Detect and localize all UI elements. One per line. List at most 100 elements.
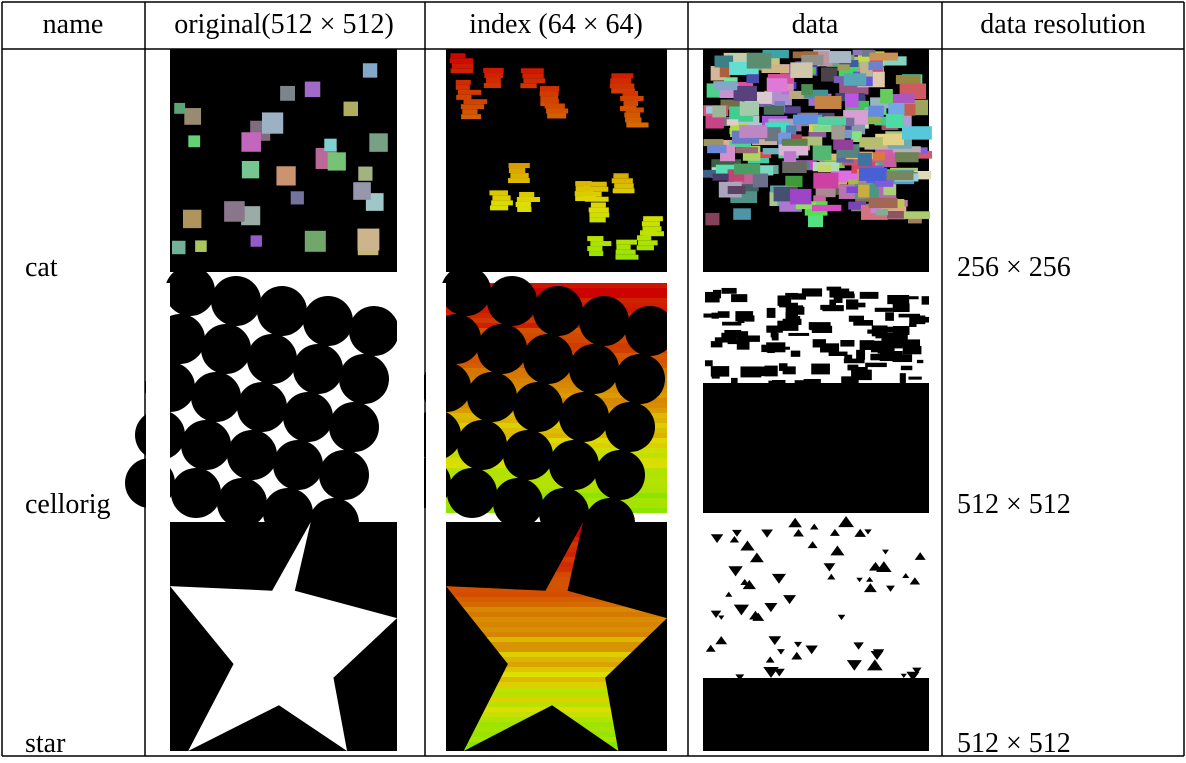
data-patch [767, 78, 787, 91]
row-resolution: 512 × 512 [957, 728, 1071, 758]
data-patch [766, 326, 783, 333]
cover [146, 283, 170, 513]
data-patch [876, 209, 888, 215]
data-patch [739, 125, 767, 138]
cat-patch [183, 210, 201, 228]
cat-patch [251, 235, 262, 246]
data-patch [766, 342, 785, 352]
cell-blob [263, 488, 313, 538]
data-patch [790, 189, 812, 204]
cell-blob [257, 286, 307, 336]
index-bar [517, 197, 540, 202]
index-bar [575, 196, 596, 201]
index-bar [463, 99, 487, 104]
index-bar [508, 178, 530, 183]
data-patch [705, 360, 713, 366]
index-bar [613, 73, 632, 78]
data-patch [860, 340, 875, 350]
data-patch [785, 293, 798, 297]
index-stripe [446, 622, 667, 627]
data-patch [721, 288, 736, 294]
data-patch [795, 380, 806, 383]
index-bar [458, 90, 481, 95]
data-patch [718, 311, 730, 318]
cell-blob [585, 498, 635, 548]
cat-patch [324, 139, 336, 151]
data-patch [886, 114, 904, 128]
data-patch [901, 366, 912, 370]
data-patch [783, 106, 801, 113]
data-patch [793, 115, 822, 125]
data-patch [900, 373, 906, 383]
cell-blob [493, 478, 543, 528]
cell-blob [615, 354, 665, 404]
index-bar [626, 122, 648, 127]
cover [667, 283, 687, 513]
data-patch [869, 53, 898, 61]
data-patch [843, 377, 855, 381]
index-bar [640, 230, 657, 235]
cat-patch [369, 133, 387, 151]
data-patch [813, 145, 832, 160]
data-patch [731, 294, 747, 302]
index-bar [612, 78, 630, 83]
data-patch [811, 364, 830, 375]
index-bar [614, 183, 633, 188]
data-patch [815, 96, 842, 109]
cell-blob [171, 468, 221, 518]
data-patch [782, 139, 807, 146]
data-patch [804, 379, 821, 387]
cell-blob [523, 334, 573, 384]
data-patch [738, 314, 745, 323]
row-name: cellorig [25, 489, 111, 520]
data-patch [856, 350, 865, 360]
index-bar [637, 235, 651, 240]
cell-blob [217, 478, 267, 528]
index-bar [589, 251, 603, 256]
cat-patch [188, 135, 200, 147]
cell-blob [559, 392, 609, 442]
index-bar [623, 101, 638, 106]
cell-blob [467, 372, 517, 422]
data-patch [767, 308, 776, 318]
data-patch [902, 126, 932, 139]
data-patch [818, 117, 846, 125]
cell-blob [477, 324, 527, 374]
cat-patch [357, 229, 379, 251]
cell-blob [283, 392, 333, 442]
data-patch [833, 140, 853, 150]
cell-blob [349, 306, 399, 356]
index-bar [613, 188, 635, 193]
data-patch [813, 173, 838, 189]
cell-blob [247, 334, 297, 384]
index-bar [590, 241, 611, 246]
index-bar [516, 202, 531, 207]
cell-blob [549, 440, 599, 490]
cell-blob [309, 498, 359, 548]
index-bar [540, 86, 559, 91]
index-bar [450, 53, 465, 58]
header-cell: original(512 × 512) [174, 9, 394, 40]
index-bar [637, 245, 654, 250]
cell-blob [165, 266, 215, 316]
data-patch [712, 174, 728, 181]
data-patch [740, 101, 759, 115]
index-bar [575, 191, 593, 196]
index-bar [509, 163, 530, 168]
index-bar [613, 173, 628, 178]
cat-patch [195, 240, 207, 252]
data-patch [895, 152, 919, 162]
cell-blob [237, 382, 287, 432]
index-bar [509, 168, 525, 173]
data-patch [810, 323, 827, 331]
index-bar [456, 80, 471, 85]
cat-patch [305, 231, 326, 252]
data-patch [887, 327, 908, 333]
index-bar [616, 250, 636, 255]
cell-blob [441, 266, 491, 316]
index-stripe [446, 612, 667, 617]
index-bar [589, 207, 609, 212]
data-patch [812, 205, 841, 211]
data-patch [881, 340, 897, 344]
index-bar [620, 106, 637, 111]
